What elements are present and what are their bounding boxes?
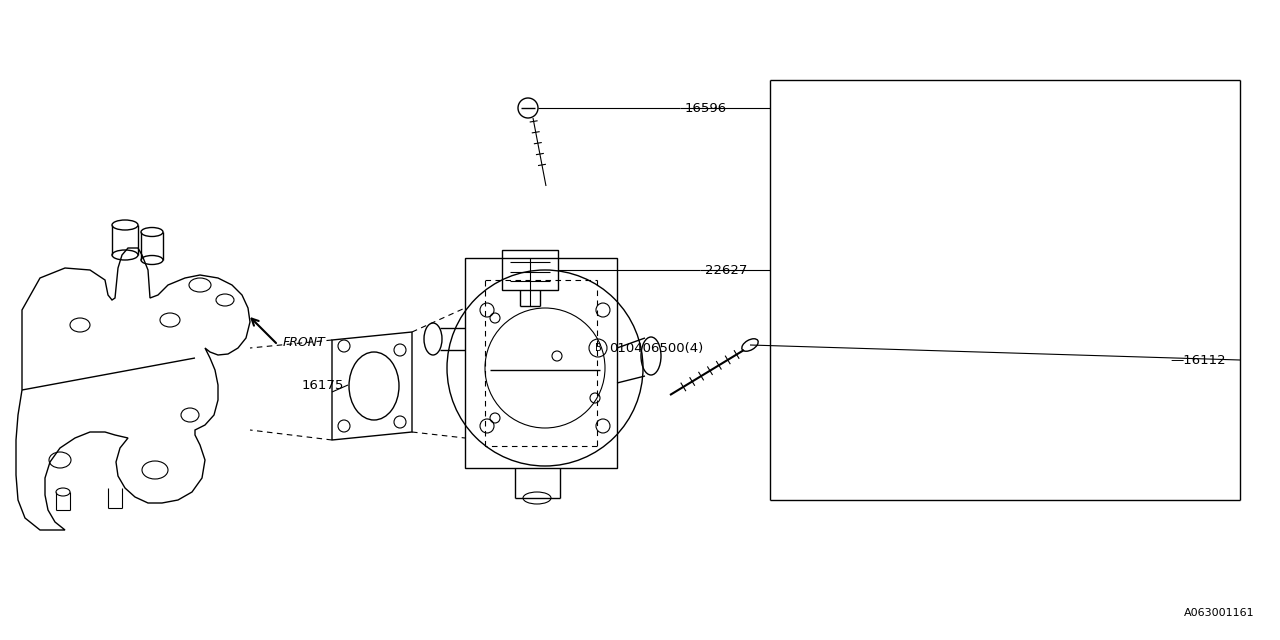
Text: —16112: —16112 [1170,353,1226,367]
Text: 010406500(4): 010406500(4) [609,342,703,355]
Text: FRONT: FRONT [283,335,325,349]
Text: B: B [595,343,602,353]
Text: 16596: 16596 [685,102,727,115]
Text: 16175: 16175 [302,378,344,392]
Text: A063001161: A063001161 [1184,608,1254,618]
Text: 22627: 22627 [705,264,748,276]
